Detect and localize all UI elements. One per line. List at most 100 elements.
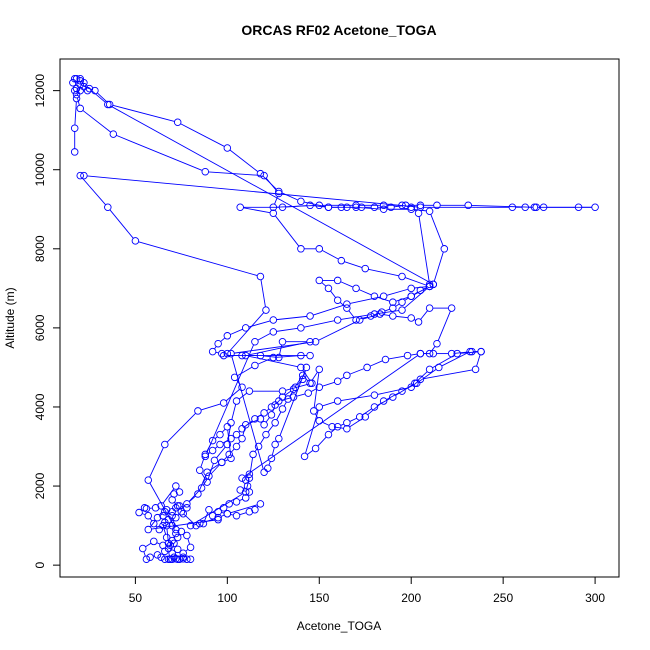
data-point (315, 365, 324, 374)
series-segment (82, 110, 111, 133)
y-tick-label: 8000 (33, 235, 47, 262)
series-segment (116, 134, 203, 171)
x-axis: 50 100 150 200 250 300 (129, 576, 605, 605)
data-point (355, 413, 364, 421)
data-point (214, 513, 222, 522)
series-segment (430, 214, 444, 246)
data-point (205, 506, 213, 514)
series-segment (313, 372, 320, 408)
data-point (80, 82, 88, 91)
data-point (140, 504, 149, 512)
data-point (166, 541, 175, 550)
data-point (333, 296, 342, 304)
series-segment (368, 268, 399, 277)
data-point (173, 555, 182, 563)
series-segment (221, 512, 225, 514)
series-segment (87, 175, 418, 208)
data-point (144, 476, 153, 484)
data-point (72, 75, 81, 83)
data-point (324, 203, 333, 212)
data-point (306, 312, 314, 320)
data-point (333, 377, 342, 386)
data-point (278, 337, 287, 346)
data-point (183, 500, 191, 508)
data-point (210, 456, 219, 465)
data-point (172, 513, 180, 522)
data-point (72, 94, 81, 103)
data-point (306, 351, 314, 360)
series-segment (198, 475, 207, 492)
data-point (289, 385, 298, 393)
data-point (433, 201, 441, 210)
data-point (168, 555, 176, 563)
series-segment (266, 408, 270, 412)
data-point (425, 304, 434, 312)
data-point (223, 349, 232, 358)
data-point (333, 397, 342, 405)
series-segment (297, 381, 301, 386)
data-point (256, 500, 265, 508)
data-point (324, 430, 333, 439)
data-point (343, 300, 351, 308)
data-point (172, 482, 180, 490)
series-segment (304, 320, 335, 328)
series-segment (230, 504, 258, 514)
data-point (109, 130, 118, 138)
series-segment (210, 464, 220, 475)
data-point (216, 440, 224, 449)
data-point (214, 339, 222, 348)
data-point (260, 409, 268, 417)
y-tick-label: 4000 (33, 393, 47, 420)
y-tick-label: 6000 (33, 314, 47, 341)
data-point (407, 314, 415, 322)
data-point (254, 442, 263, 451)
data-point (269, 209, 278, 217)
data-point (241, 351, 250, 360)
data-point (267, 411, 276, 419)
series-segment (187, 538, 191, 545)
data-point (70, 148, 79, 156)
data-point (291, 383, 300, 391)
data-point (275, 397, 283, 405)
data-point (425, 280, 434, 289)
series-segment (216, 446, 226, 459)
series-segment (283, 401, 287, 407)
data-point (153, 551, 162, 559)
data-point (150, 519, 158, 528)
series-segment (395, 303, 400, 307)
data-point (387, 203, 395, 212)
series-segment (340, 423, 345, 426)
data-point (161, 555, 169, 563)
series-segment (214, 436, 218, 439)
data-point (477, 347, 485, 356)
data-point (407, 203, 415, 212)
data-point (192, 521, 200, 530)
chart-title: ORCAS RF02 Acetone_TOGA (241, 22, 436, 38)
data-point (297, 197, 305, 206)
data-point (308, 379, 316, 387)
data-point (361, 264, 369, 273)
series-segment (322, 401, 335, 407)
data-point (297, 351, 305, 360)
data-point (278, 387, 287, 395)
data-point (245, 474, 254, 482)
x-tick-label: 200 (401, 591, 421, 605)
data-point (352, 316, 360, 324)
data-point (256, 415, 265, 423)
data-point (401, 201, 410, 210)
data-point (194, 407, 202, 415)
data-point (91, 86, 99, 95)
data-point (370, 310, 379, 318)
series-segment (423, 369, 473, 380)
data-point (398, 272, 406, 281)
data-point (425, 282, 434, 291)
data-point (271, 419, 279, 427)
data-point (142, 555, 151, 563)
data-point (315, 201, 324, 210)
series-segment (454, 351, 469, 354)
series-segment (149, 482, 175, 527)
data-point (131, 237, 140, 245)
data-point (70, 124, 79, 132)
data-point (70, 75, 79, 83)
